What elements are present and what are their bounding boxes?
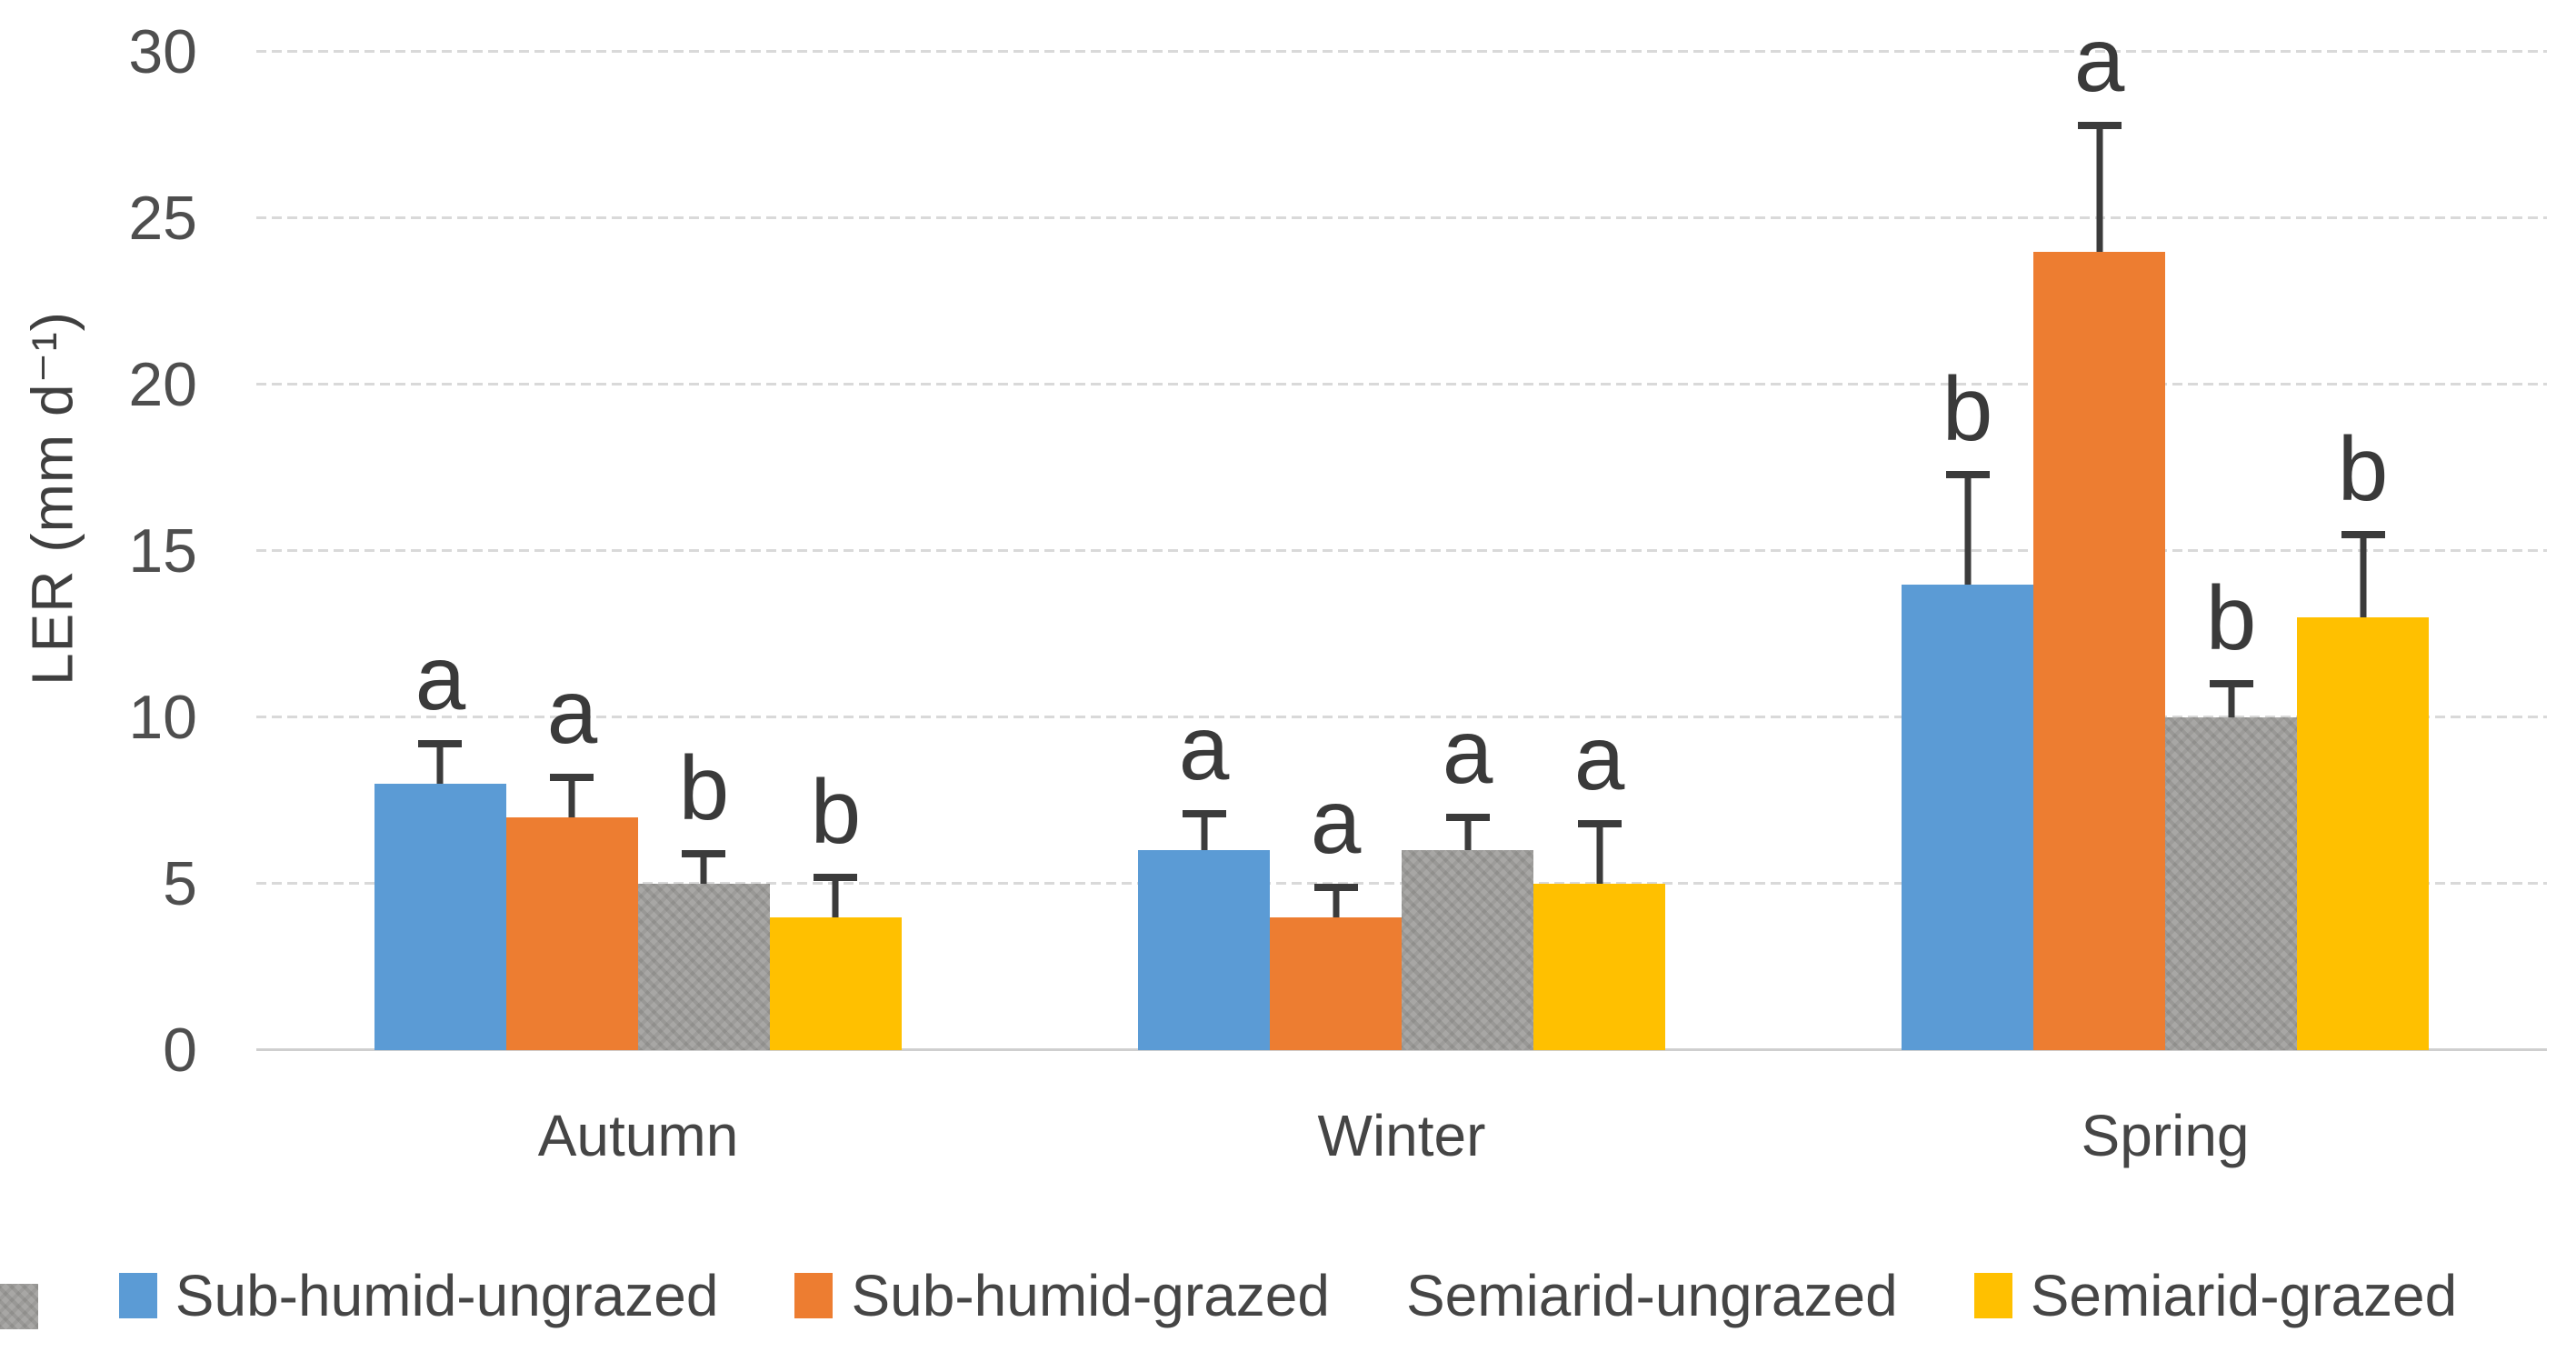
gridline-y-20 [256, 383, 2547, 386]
legend-swatch-icon [0, 1284, 38, 1329]
y-tick-label-25: 25 [128, 184, 197, 253]
bar-slot-sub-humid-grazed-spring: a [2033, 15, 2165, 1050]
significance-letter: a [1310, 770, 1362, 873]
error-bar-cap [1313, 883, 1358, 891]
legend-swatch-icon [118, 1273, 157, 1318]
y-tick-label-10: 10 [128, 683, 197, 752]
significance-letter: b [2337, 417, 2389, 520]
legend-item-semiarid-grazed: Semiarid-grazed [1973, 1262, 2458, 1329]
y-tick-label-20: 20 [128, 350, 197, 419]
bar-slot-semiarid-ungrazed-autumn: b [637, 52, 770, 1050]
error-bar-cap [2341, 530, 2385, 538]
gridline-y-30 [256, 50, 2547, 53]
error-bar-cap [2209, 680, 2253, 688]
legend-item-sub-humid-grazed: Sub-humid-grazed [794, 1262, 1330, 1329]
bar-slot-sub-humid-ungrazed-autumn: a [374, 52, 506, 1050]
significance-letter: a [414, 627, 466, 730]
legend-label: Sub-humid-ungrazed [175, 1263, 719, 1328]
y-tick-label-15: 15 [128, 516, 197, 586]
gridline-y-25 [256, 216, 2547, 219]
bar-slot-semiarid-ungrazed-winter: a [1402, 52, 1533, 1050]
y-tick-label-0: 0 [163, 1016, 197, 1085]
bar-semiarid-ungrazed-spring [2165, 717, 2297, 1050]
bar-slot-semiarid-grazed-winter: a [1533, 52, 1665, 1050]
error-bar-line [1201, 814, 1207, 851]
bar-slot-sub-humid-grazed-winter: a [1270, 52, 1402, 1050]
bar-semiarid-grazed-winter [1533, 884, 1665, 1050]
y-tick-label-30: 30 [128, 17, 197, 86]
bar-slot-sub-humid-ungrazed-winter: a [1138, 52, 1270, 1050]
significance-letter: a [1573, 707, 1625, 810]
error-bar-line [2360, 534, 2366, 618]
y-axis-tick-labels: 0 5 10 15 20 25 30 [0, 21, 238, 1081]
legend-item-semiarid-ungrazed: Semiarid-ungrazed [0, 1262, 1898, 1329]
bar-slot-semiarid-grazed-autumn: b [769, 52, 902, 1050]
legend-swatch-icon [1973, 1273, 2012, 1318]
significance-letter: b [678, 737, 730, 840]
error-bar-line [1333, 886, 1339, 917]
error-bar-cap [1945, 470, 1990, 478]
error-bar-line [436, 744, 444, 785]
bar-slot-semiarid-grazed-spring: b [2297, 52, 2429, 1050]
error-bar-line [832, 876, 839, 917]
legend-label: Sub-humid-grazed [851, 1263, 1330, 1328]
x-category-label-winter: Winter [1317, 1103, 1486, 1168]
significance-letter: b [810, 760, 862, 863]
bar-semiarid-grazed-spring [2297, 617, 2429, 1050]
legend: Sub-humid-ungrazed Sub-humid-grazed Semiar… [0, 1262, 2576, 1329]
error-bar-cap [418, 740, 463, 748]
significance-letter: a [1442, 700, 1493, 803]
bar-slot-sub-humid-ungrazed-spring: b [1902, 52, 2033, 1050]
bar-sub-humid-grazed-autumn [505, 816, 638, 1050]
error-bar-line [1596, 824, 1603, 884]
x-category-label-spring: Spring [2081, 1103, 2250, 1168]
error-bar-line [2096, 125, 2102, 252]
error-bar-cap [814, 873, 858, 881]
error-bar-line [1464, 816, 1471, 851]
significance-letter: a [2073, 8, 2125, 111]
significance-letter: a [546, 660, 598, 763]
legend-swatch-icon [794, 1273, 834, 1318]
bar-sub-humid-grazed-spring [2033, 251, 2165, 1050]
significance-letter: b [1942, 357, 1993, 460]
error-bar-line [700, 854, 707, 884]
legend-item-sub-humid-ungrazed: Sub-humid-ungrazed [118, 1262, 719, 1329]
error-bar-line [2228, 684, 2234, 717]
error-bar-line [1964, 474, 1971, 585]
error-bar-cap [1182, 810, 1226, 818]
error-bar-cap [1445, 813, 1490, 821]
error-bar-cap [1577, 820, 1622, 828]
gridline-y-10 [256, 716, 2547, 719]
bar-semiarid-ungrazed-winter [1402, 850, 1533, 1050]
bar-sub-humid-ungrazed-autumn [374, 784, 506, 1050]
x-axis-category-labels: Autumn Winter Spring [256, 1102, 2547, 1184]
error-bar-line [568, 776, 575, 817]
bar-sub-humid-grazed-winter [1270, 916, 1402, 1050]
bar-slot-semiarid-ungrazed-spring: b [2165, 52, 2297, 1050]
error-bar-cap [550, 773, 594, 781]
bar-sub-humid-ungrazed-winter [1138, 850, 1270, 1050]
y-tick-label-5: 5 [163, 849, 197, 918]
gridline-y-15 [256, 549, 2547, 552]
legend-label: Semiarid-ungrazed [1405, 1263, 1898, 1328]
bar-slot-sub-humid-grazed-autumn: a [505, 52, 638, 1050]
significance-letter: b [2205, 567, 2257, 670]
bar-semiarid-ungrazed-autumn [637, 884, 770, 1050]
legend-label: Semiarid-grazed [2030, 1263, 2458, 1328]
error-bar-cap [682, 850, 726, 858]
bar-sub-humid-ungrazed-spring [1902, 584, 2033, 1050]
bar-semiarid-grazed-autumn [769, 916, 902, 1050]
error-bar-cap [2077, 121, 2122, 129]
x-category-label-autumn: Autumn [537, 1103, 739, 1168]
significance-letter: a [1178, 697, 1230, 800]
